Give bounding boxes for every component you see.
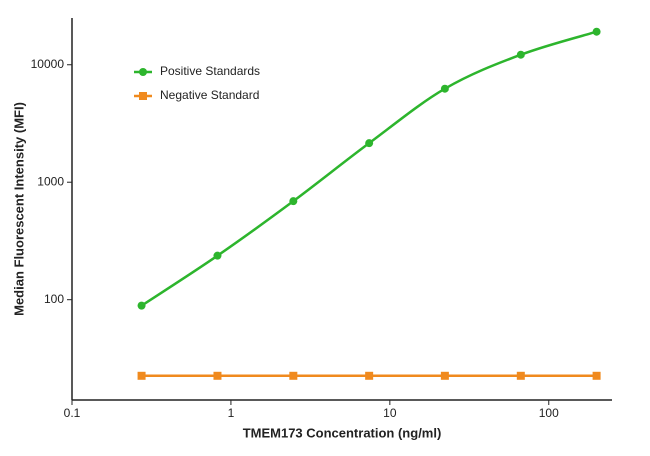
y-axis-title: Median Fluorescent Intensity (MFI) <box>11 102 26 316</box>
y-tick-label: 1000 <box>37 174 64 188</box>
y-tick-label: 10000 <box>31 57 65 71</box>
x-axis-title: TMEM173 Concentration (ng/ml) <box>243 425 442 440</box>
y-tick-label: 100 <box>44 292 64 306</box>
legend-label: Negative Standard <box>160 88 259 102</box>
point <box>516 371 525 380</box>
x-tick-label: 100 <box>539 406 559 420</box>
legend-label: Positive Standards <box>160 64 260 78</box>
point <box>592 27 601 36</box>
point <box>592 371 601 380</box>
point <box>365 371 374 380</box>
point <box>440 371 449 380</box>
legend-marker <box>139 92 147 100</box>
point <box>365 139 374 148</box>
point <box>213 371 222 380</box>
x-tick-label: 1 <box>228 406 235 420</box>
point <box>137 301 146 310</box>
point <box>289 197 298 206</box>
point <box>440 84 449 93</box>
legend-marker <box>139 68 147 76</box>
point <box>137 371 146 380</box>
x-tick-label: 0.1 <box>64 406 81 420</box>
point <box>516 50 525 59</box>
x-tick-label: 10 <box>383 406 397 420</box>
point <box>213 251 222 260</box>
point <box>289 371 298 380</box>
